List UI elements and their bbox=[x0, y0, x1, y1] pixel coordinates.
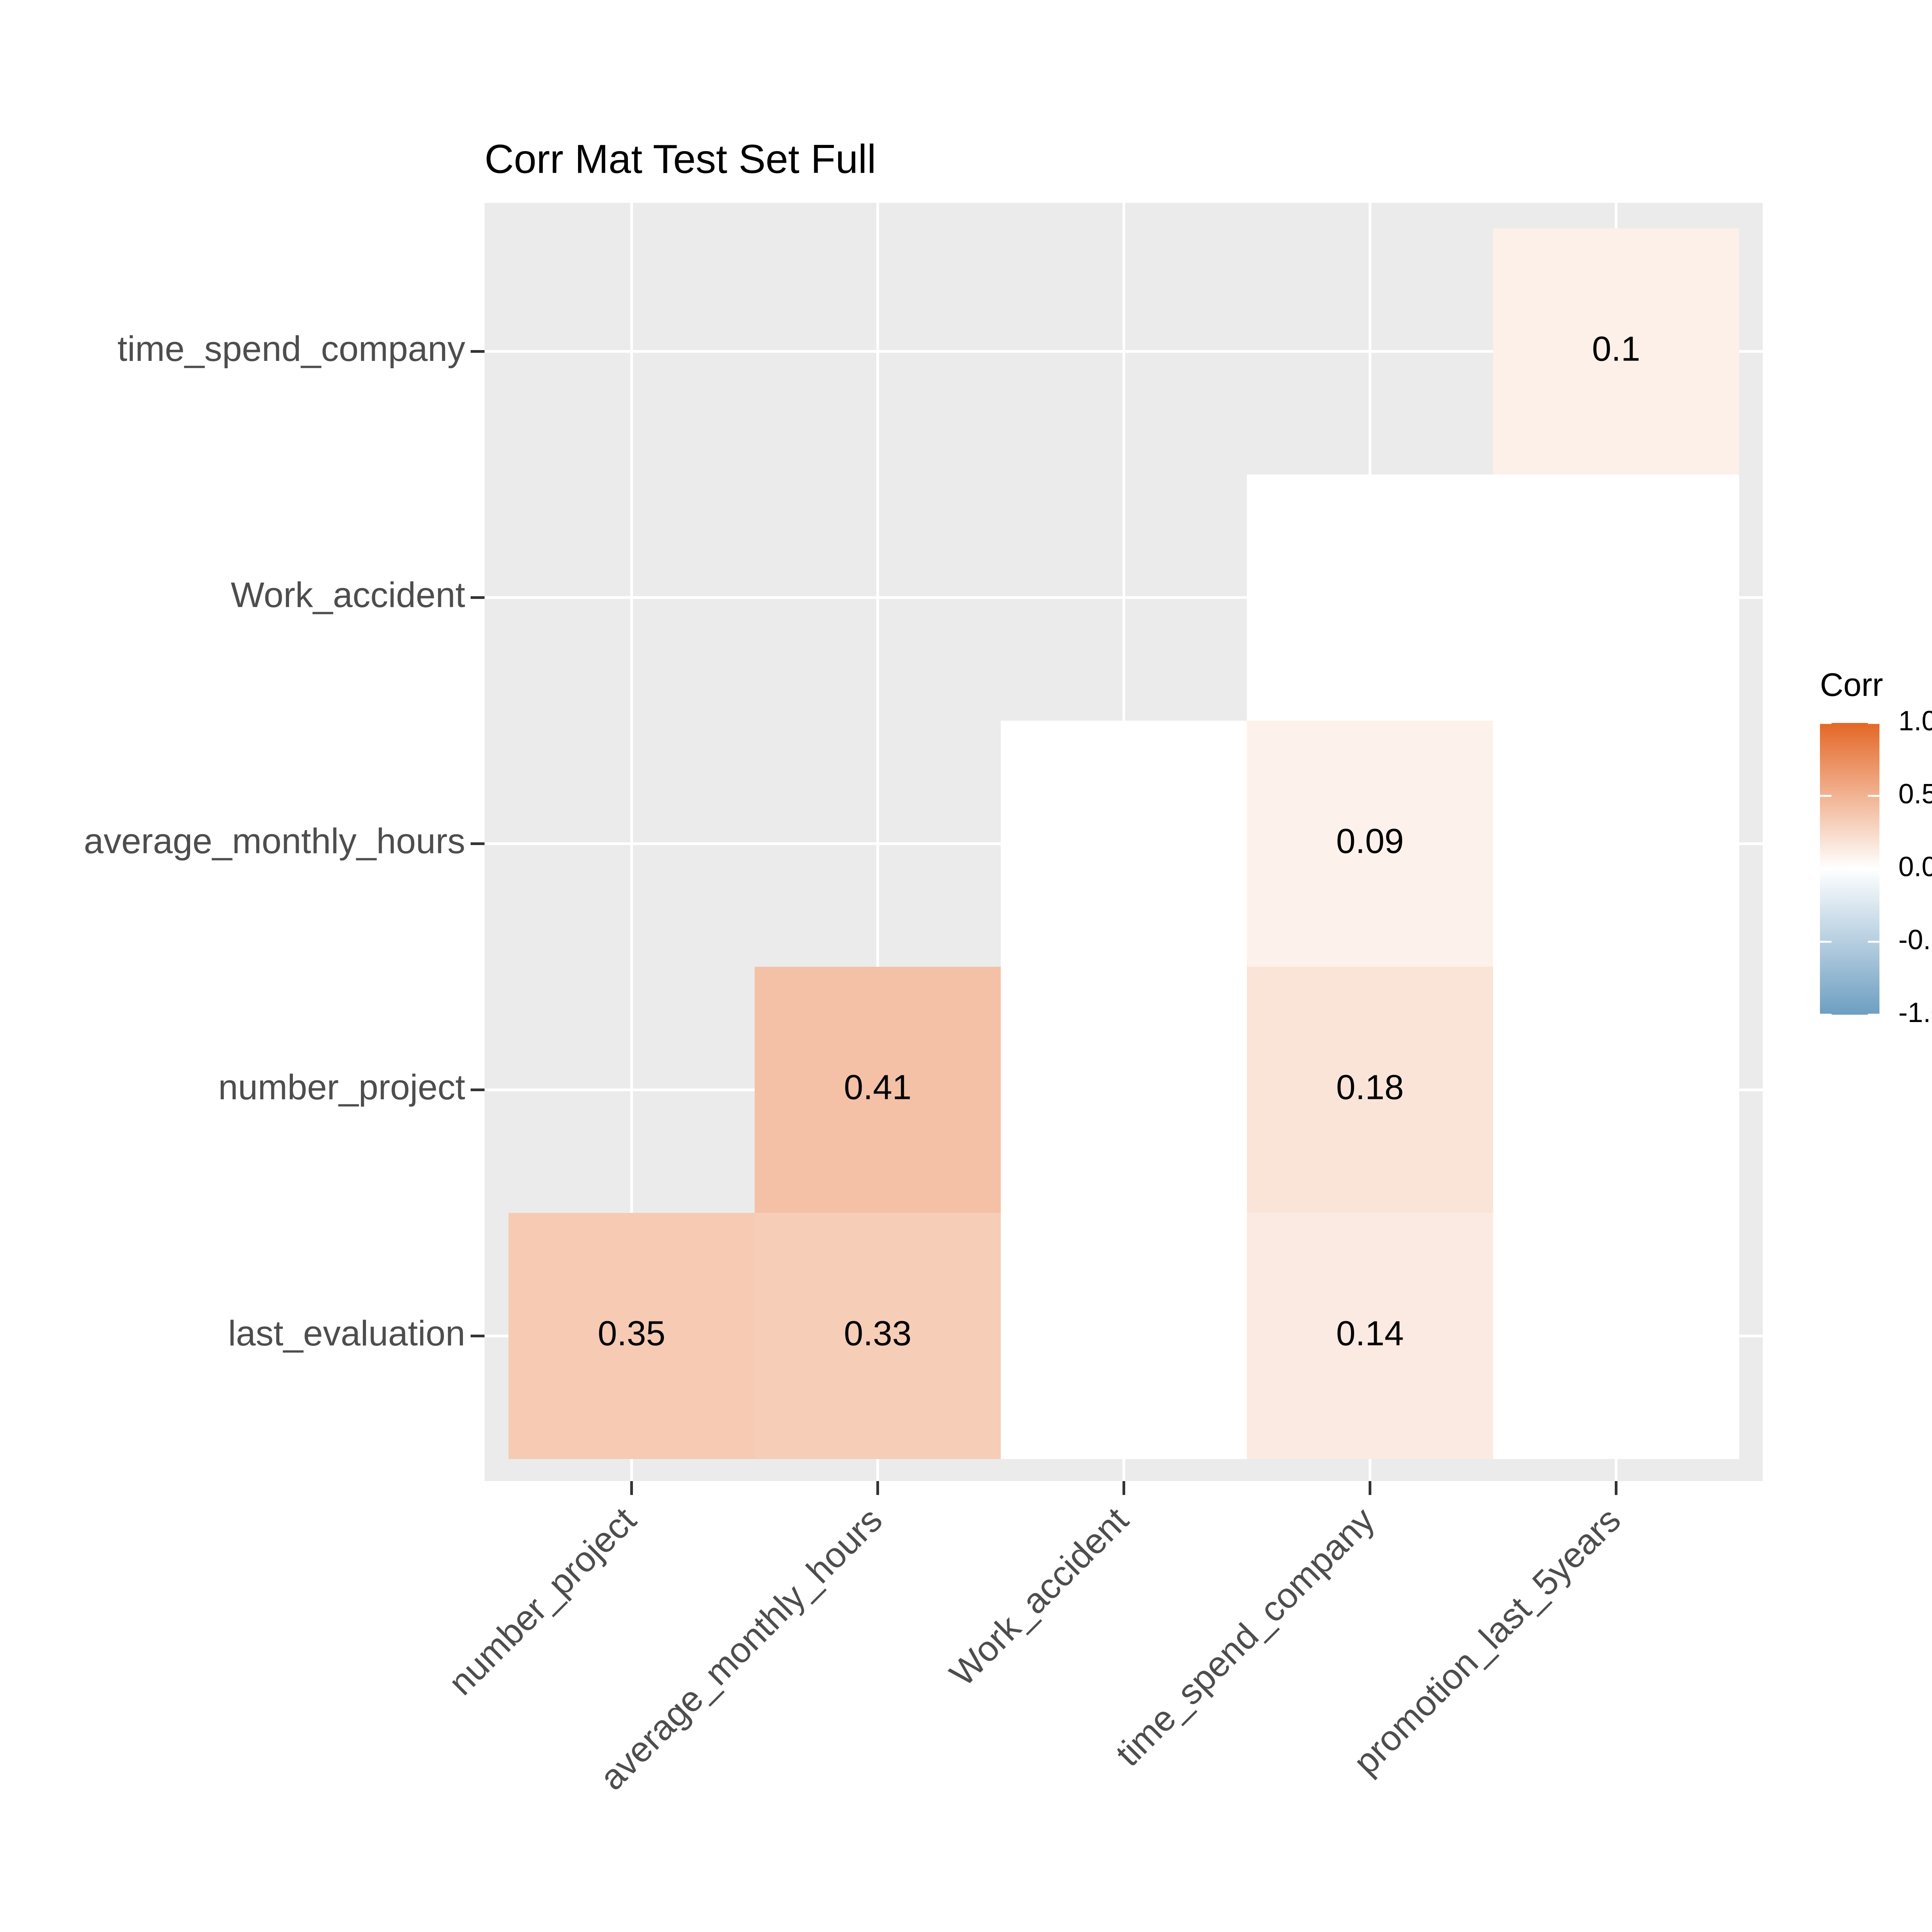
cell-label: 0.09 bbox=[1336, 822, 1404, 861]
blank-tile bbox=[1493, 1213, 1739, 1459]
y-tick-label: average_monthly_hours bbox=[84, 821, 465, 861]
chart-title: Corr Mat Test Set Full bbox=[485, 137, 876, 182]
blank-tile bbox=[1493, 721, 1739, 967]
y-tick-label: number_project bbox=[218, 1068, 465, 1107]
y-tick-label: time_spend_company bbox=[117, 329, 465, 369]
blank-tile bbox=[1001, 967, 1247, 1213]
colorbar-tick-label: -1.0 bbox=[1898, 997, 1932, 1028]
colorbar-tick-label: -0.5 bbox=[1898, 924, 1932, 955]
colorbar-tick-label: 1.0 bbox=[1898, 706, 1932, 736]
blank-tile bbox=[1001, 721, 1247, 967]
tile bbox=[1247, 967, 1493, 1213]
legend-title: Corr bbox=[1820, 667, 1883, 703]
tile bbox=[755, 1213, 1001, 1459]
blank-tile bbox=[1001, 1213, 1247, 1459]
tile bbox=[1493, 228, 1739, 474]
colorbar-tick-label: 0.0 bbox=[1898, 852, 1932, 883]
cell-label: 0.1 bbox=[1592, 330, 1640, 368]
blank-tile bbox=[1247, 474, 1493, 721]
cell-label: 0.18 bbox=[1336, 1068, 1404, 1107]
tile bbox=[755, 967, 1001, 1213]
blank-tile bbox=[1493, 474, 1739, 721]
colorbar-tick-label: 0.5 bbox=[1898, 779, 1932, 810]
y-tick-label: last_evaluation bbox=[228, 1314, 465, 1353]
cell-label: 0.41 bbox=[844, 1068, 912, 1107]
tile bbox=[1247, 1213, 1493, 1459]
blank-tile bbox=[1493, 967, 1739, 1213]
y-tick-label: Work_accident bbox=[231, 575, 465, 615]
tile bbox=[1247, 721, 1493, 967]
cell-label: 0.14 bbox=[1336, 1314, 1404, 1353]
cell-label: 0.35 bbox=[598, 1314, 665, 1353]
tile bbox=[509, 1213, 755, 1459]
cell-label: 0.33 bbox=[844, 1314, 912, 1353]
